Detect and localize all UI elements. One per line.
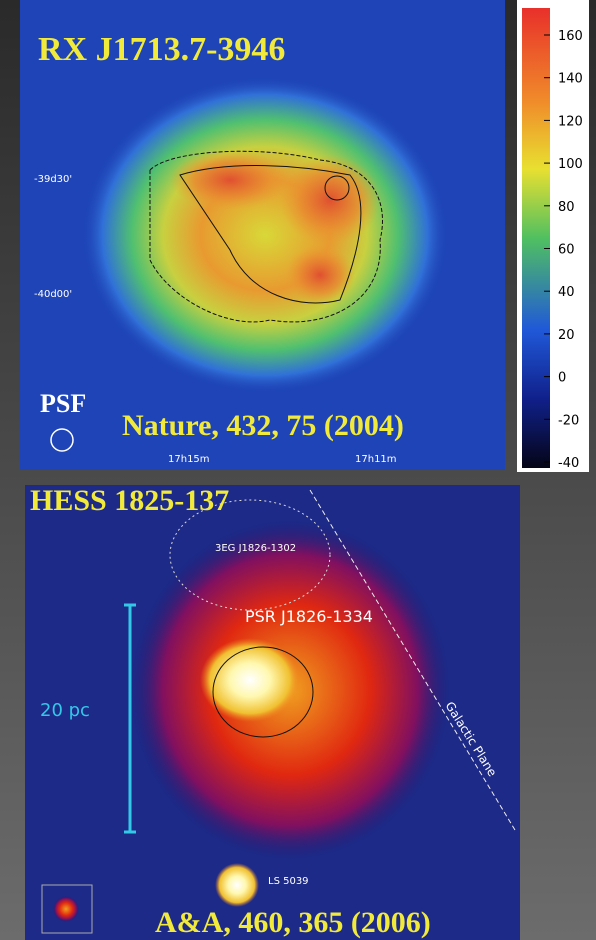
colorbar-tick-label: 80 (558, 200, 575, 215)
bottom-panel: HESS 1825-137 3EG J1826-1302 PSR J1826-1… (25, 484, 520, 940)
psf-inset-source (53, 896, 79, 922)
colorbar-tick-label: 140 (558, 72, 583, 87)
hot-spot (170, 150, 290, 210)
colorbar-tick-label: 100 (558, 157, 583, 172)
colorbar-tick-label: 20 (558, 328, 575, 343)
ra-label: 17h11m (355, 454, 397, 465)
colorbar-tick-label: 40 (558, 285, 575, 300)
top-panel: RX J1713.7-3946 -39d30' -40d00' 17h15m 1… (20, 0, 505, 470)
reference: A&A, 460, 365 (2006) (155, 906, 431, 939)
colorbar-tick-label: -20 (558, 413, 579, 428)
title: HESS 1825-137 (30, 484, 229, 517)
dec-label: -39d30' (34, 174, 72, 185)
pulsar-label: PSR J1826-1334 (245, 607, 373, 626)
title: RX J1713.7-3946 (38, 31, 285, 68)
binary-label: LS 5039 (268, 876, 309, 887)
page: RX J1713.7-3946 -39d30' -40d00' 17h15m 1… (0, 0, 596, 940)
colorbar-tick-label: 0 (558, 371, 566, 386)
hot-spot (285, 245, 355, 305)
scale-label: 20 pc (40, 700, 90, 721)
colorbar-tick-label: 120 (558, 114, 583, 129)
colorbar-tick-label: -40 (558, 456, 579, 471)
reference: Nature, 432, 75 (2004) (122, 409, 404, 442)
colorbar-tick-label: 60 (558, 243, 575, 258)
dec-label: -40d00' (34, 289, 72, 300)
source-label: 3EG J1826-1302 (215, 543, 296, 554)
hot-spot (280, 155, 380, 245)
colorbar: 160 140 120 100 80 60 40 20 0 -20 -40 (517, 0, 589, 472)
colorbar-scale (522, 8, 550, 468)
colorbar-tick-label: 160 (558, 29, 583, 44)
psf-label: PSF (40, 389, 86, 418)
remnant-emission (80, 75, 450, 395)
ra-label: 17h15m (168, 454, 210, 465)
ls5039-source (215, 863, 259, 907)
